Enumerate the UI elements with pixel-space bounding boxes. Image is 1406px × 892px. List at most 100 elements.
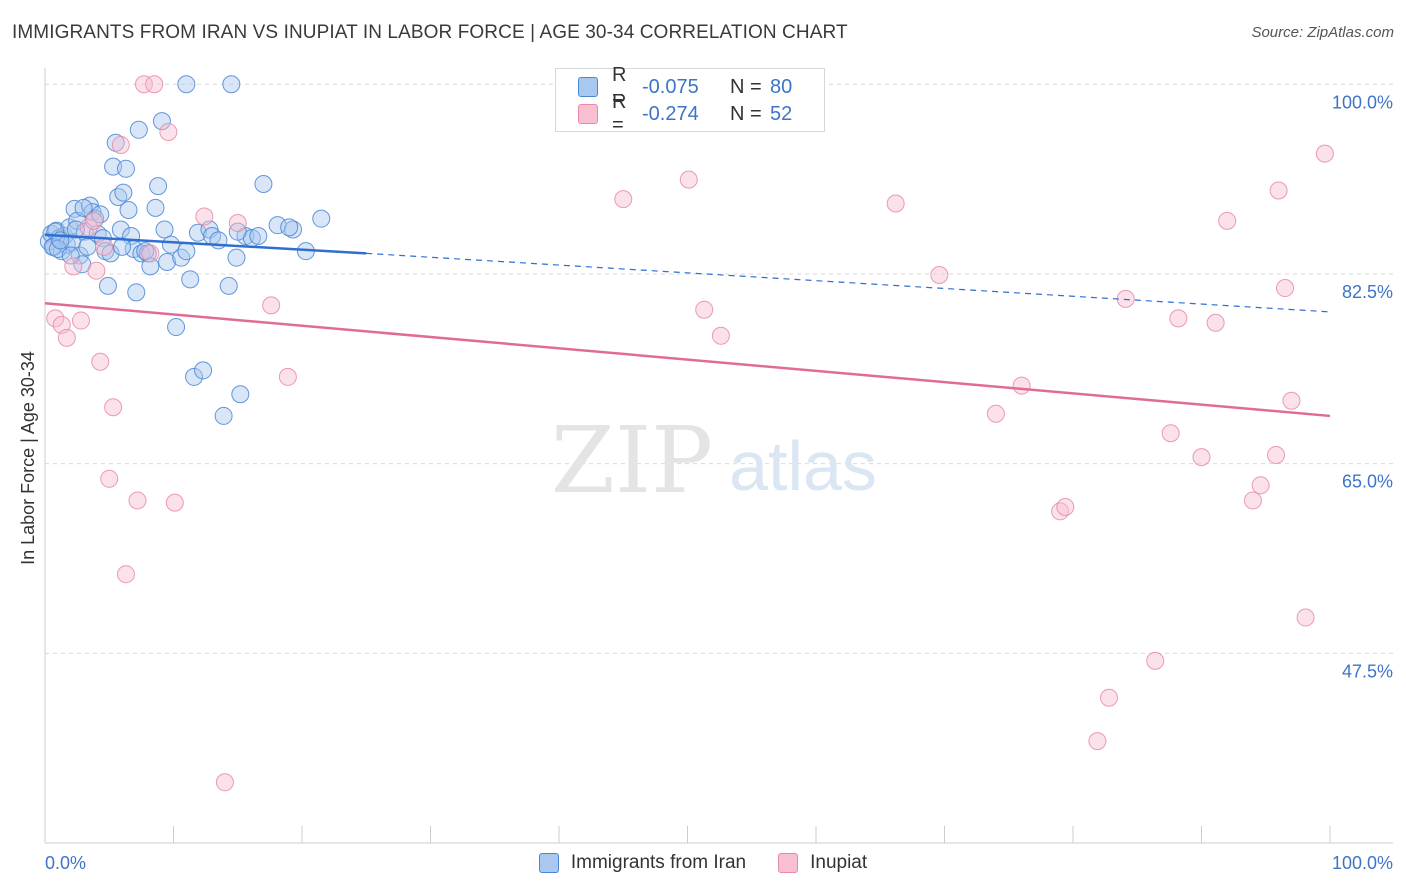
legend-swatch-iran [538,853,559,873]
inupiat-point [1251,476,1270,495]
inupiat-point [1315,144,1334,163]
inupiat-point [1056,497,1075,516]
iran-point [249,227,268,246]
legend-label-inupiat: Inupiat [810,852,868,873]
iran-point [74,198,93,217]
iran-point [312,209,331,228]
inupiat-point [195,207,214,226]
iran-point [158,253,177,272]
inupiat-point [1243,491,1262,510]
iran-point [188,223,207,242]
iran-point [181,270,200,289]
legend-n-label: N = [730,102,762,125]
source-credit: Source: ZipAtlas.com [1251,24,1394,41]
legend-swatch-inupiat [578,104,598,124]
inupiat-point [278,367,297,386]
inupiat-point [1099,688,1118,707]
iran-point [65,199,84,218]
inupiat-point [46,309,65,328]
iran-trend-line [44,233,367,255]
inupiat-point [1267,445,1286,464]
watermark-zip: ZIP [551,407,713,514]
inupiat-point [1282,391,1301,410]
inupiat-point [91,352,110,371]
legend-swatch-inupiat [778,853,799,873]
x-tick-label-max: 100.0% [1332,853,1393,873]
iran-point [214,406,233,425]
iran-trend-extension [366,252,1331,313]
iran-point [194,361,213,380]
iran-point [116,159,135,178]
iran-point [152,112,171,131]
legend-r-label: R = [612,64,627,109]
x-tick-label-min: 0.0% [45,853,86,873]
iran-point [219,276,238,295]
inupiat-point [159,122,178,141]
inupiat-point [1206,313,1225,332]
inupiat-point [1161,424,1180,443]
iran-point [114,183,133,202]
tick-labels: 100.0% 82.5% 65.0% 47.5% 0.0% 100.0% [45,92,1393,873]
inupiat-point [930,266,949,285]
inupiat-point [986,404,1005,423]
series-inupiat-points [46,75,1334,792]
inupiat-point [262,296,281,315]
legend-row-iran: R = -0.075 N = 80 [578,64,793,109]
inupiat-point [71,311,90,330]
iran-point [155,220,174,239]
inupiat-point [679,170,698,189]
inupiat-point [104,398,123,417]
legend-r-value-iran: -0.075 [642,75,699,98]
series-iran-points [39,75,331,425]
iran-point [231,385,250,404]
inupiat-point [1169,309,1188,328]
inupiat-point [886,194,905,213]
inupiat-trend-line [44,301,1331,418]
inupiat-point [1146,651,1165,670]
inupiat-point [64,257,83,276]
inupiat-point [100,469,119,488]
correlation-legend: R = -0.075 N = 80 R = -0.274 N = 52 [555,64,825,136]
y-tick-label: 65.0% [1342,472,1393,492]
iran-point [61,246,80,265]
inupiat-point [165,493,184,512]
iran-point [127,283,146,302]
inupiat-point [141,244,160,263]
iran-point [161,235,180,254]
iran-point [254,174,273,193]
iran-point [149,177,168,196]
trend-lines [44,233,1331,418]
legend-item-iran[interactable]: Immigrants from Iran [538,852,747,874]
iran-point [129,120,148,139]
iran-point [98,276,117,295]
inupiat-point [1088,732,1107,751]
inupiat-point [84,211,103,230]
iran-point [280,218,299,237]
iran-point [146,198,165,217]
inupiat-point [87,261,106,280]
chart-title: IMMIGRANTS FROM IRAN VS INUPIAT IN LABOR… [12,22,848,43]
inupiat-point [128,491,147,510]
legend-r-label: R = [612,91,627,136]
inupiat-point [145,75,164,94]
iran-point [119,200,138,219]
iran-point [101,244,120,263]
iran-point [167,318,186,337]
legend-n-value-iran: 80 [770,75,793,98]
inupiat-point [711,326,730,345]
legend-item-inupiat[interactable]: Inupiat [778,852,867,874]
inupiat-point [116,565,135,584]
inupiat-point [95,237,114,256]
inupiat-point [1012,376,1031,395]
watermark-atlas: atlas [729,427,877,505]
legend-n-value-inupiat: 52 [770,102,793,125]
inupiat-point [1218,211,1237,230]
iran-point [91,205,110,224]
iran-point [177,242,196,261]
inupiat-point [695,300,714,319]
inupiat-point [1269,181,1288,200]
inupiat-point [57,328,76,347]
iran-point [222,75,241,94]
legend-label-iran: Immigrants from Iran [570,852,747,873]
